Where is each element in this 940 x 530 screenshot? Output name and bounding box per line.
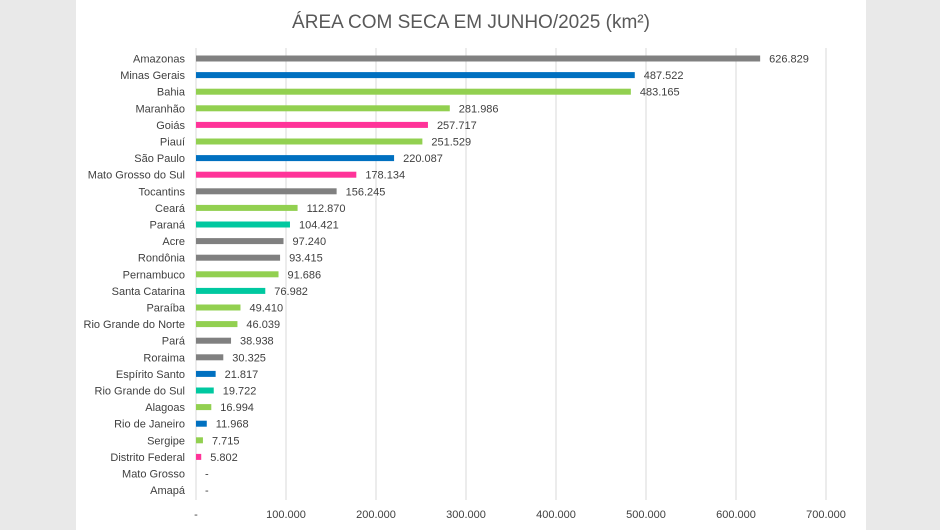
value-label-3: 281.986 — [459, 103, 499, 115]
bar-5 — [196, 138, 423, 145]
bar-17 — [196, 337, 232, 344]
category-label-25: Mato Grosso — [122, 469, 185, 481]
category-label-11: Acre — [162, 236, 185, 248]
bar-3 — [196, 105, 450, 112]
value-label-8: 156.245 — [346, 186, 386, 198]
value-label-21: 16.994 — [220, 402, 254, 414]
x-axis-ticks: - 100.000 200.000 300.000 400.000 500.000 600.… — [194, 509, 846, 521]
value-label-19: 21.817 — [225, 369, 259, 381]
value-label-11: 97.240 — [293, 236, 327, 248]
x-tick-label-7: 700.000 — [806, 509, 846, 521]
category-label-14: Santa Catarina — [112, 286, 186, 298]
value-label-15: 49.410 — [249, 303, 283, 315]
category-label-13: Pernambuco — [123, 269, 185, 281]
bar-7 — [196, 171, 357, 178]
category-label-16: Rio Grande do Norte — [84, 319, 186, 331]
bars — [196, 55, 761, 460]
bar-chart: ÁREA COM SECA EM JUNHO/2025 (km²) Amazon… — [84, 12, 846, 521]
value-labels: 626.829 487.522 483.165 281.986 257.717 251.5… — [205, 54, 809, 498]
bar-19 — [196, 370, 216, 377]
value-label-23: 7.715 — [212, 435, 240, 447]
bar-16 — [196, 321, 238, 328]
category-label-24: Distrito Federal — [110, 452, 185, 464]
chart-title: ÁREA COM SECA EM JUNHO/2025 (km²) — [292, 12, 650, 33]
x-tick-label-6: 600.000 — [716, 509, 756, 521]
category-labels: Amazonas Minas Gerais Bahia Maranhão Goiás Pi… — [84, 54, 186, 498]
category-label-22: Rio de Janeiro — [114, 419, 185, 431]
bar-4 — [196, 121, 428, 128]
category-label-18: Roraima — [143, 352, 185, 364]
value-label-24: 5.802 — [210, 452, 238, 464]
bar-20 — [196, 387, 214, 394]
value-label-5: 251.529 — [431, 137, 471, 149]
bar-11 — [196, 238, 284, 245]
value-label-12: 93.415 — [289, 253, 323, 265]
category-label-17: Pará — [162, 336, 186, 348]
value-label-7: 178.134 — [365, 170, 405, 182]
value-label-20: 19.722 — [223, 386, 257, 398]
category-label-4: Goiás — [156, 120, 185, 132]
category-label-7: Mato Grosso do Sul — [88, 170, 185, 182]
category-label-10: Paraná — [150, 220, 186, 232]
value-label-1: 487.522 — [644, 70, 684, 82]
category-label-6: São Paulo — [134, 153, 185, 165]
bar-8 — [196, 188, 337, 195]
value-label-9: 112.870 — [307, 203, 346, 215]
x-tick-label-4: 400.000 — [536, 509, 576, 521]
category-label-23: Sergipe — [147, 435, 185, 447]
bar-14 — [196, 287, 266, 294]
category-label-1: Minas Gerais — [120, 70, 185, 82]
bar-24 — [196, 453, 202, 460]
value-label-16: 46.039 — [246, 319, 280, 331]
bar-12 — [196, 254, 281, 261]
category-label-15: Paraíba — [146, 303, 185, 315]
category-label-5: Piauí — [160, 137, 185, 149]
category-label-19: Espírito Santo — [116, 369, 185, 381]
category-label-26: Amapá — [150, 485, 186, 497]
value-label-4: 257.717 — [437, 120, 477, 132]
bar-15 — [196, 304, 241, 311]
category-label-12: Rondônia — [138, 253, 186, 265]
value-label-0: 626.829 — [769, 54, 809, 66]
value-label-26: - — [205, 485, 209, 497]
bar-10 — [196, 221, 290, 228]
category-label-0: Amazonas — [133, 54, 185, 66]
value-label-10: 104.421 — [299, 220, 339, 232]
bar-0 — [196, 55, 761, 62]
value-label-25: - — [205, 469, 209, 481]
bar-1 — [196, 72, 635, 79]
bar-2 — [196, 88, 631, 95]
value-label-6: 220.087 — [403, 153, 443, 165]
category-label-8: Tocantins — [139, 186, 186, 198]
bar-23 — [196, 437, 203, 444]
category-label-9: Ceará — [155, 203, 186, 215]
value-label-2: 483.165 — [640, 87, 680, 99]
bar-9 — [196, 204, 298, 211]
x-tick-label-1: 100.000 — [266, 509, 306, 521]
value-label-18: 30.325 — [232, 352, 266, 364]
bar-22 — [196, 420, 207, 427]
bar-13 — [196, 271, 279, 278]
bar-21 — [196, 404, 212, 411]
x-tick-label-5: 500.000 — [626, 509, 666, 521]
value-label-22: 11.968 — [216, 419, 249, 431]
category-label-3: Maranhão — [135, 103, 185, 115]
value-label-13: 91.686 — [288, 269, 322, 281]
x-tick-label-0: - — [194, 509, 198, 521]
x-tick-label-3: 300.000 — [446, 509, 486, 521]
bar-18 — [196, 354, 224, 361]
chart-panel: ÁREA COM SECA EM JUNHO/2025 (km²) Amazon… — [76, 0, 866, 530]
value-label-17: 38.938 — [240, 336, 274, 348]
bar-6 — [196, 155, 395, 162]
x-tick-label-2: 200.000 — [356, 509, 396, 521]
category-label-20: Rio Grande do Sul — [95, 386, 186, 398]
value-label-14: 76.982 — [274, 286, 308, 298]
category-label-21: Alagoas — [145, 402, 185, 414]
category-label-2: Bahia — [157, 87, 186, 99]
